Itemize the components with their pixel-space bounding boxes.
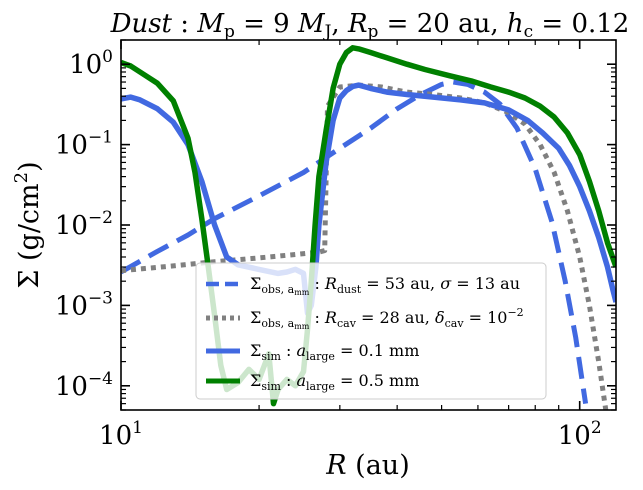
series-layer [121, 45, 616, 410]
y-tick-label: 10−1 [55, 128, 113, 161]
series-sim_01 [121, 82, 616, 316]
x-tick-label: 101 [99, 418, 143, 451]
chart-title: Dust : Mp = 9 MJ, Rp = 20 au, hc = 0.12 [110, 9, 630, 42]
tick-layer: 101 102 100 10−1 10−2 10−3 10−4 [55, 39, 616, 451]
legend-box [195, 262, 547, 400]
legend: Σobs, amm : Rdust = 53 au, σ = 13 au Σob… [195, 262, 547, 400]
x-tick-label: 102 [558, 418, 602, 451]
y-tick-label: 100 [69, 47, 113, 80]
series-obs_dust [121, 79, 589, 404]
y-tick-label: 10−3 [55, 288, 113, 321]
y-tick-label: 10−2 [55, 208, 113, 241]
y-tick-label: 10−4 [55, 369, 113, 402]
legend-label-obs-cav: Σobs, amm : Rcav = 28 au, δcav = 10−2 [250, 306, 524, 331]
y-axis-label: Σ (g/cm2) [11, 161, 45, 288]
legend-label-sim-01: Σsim : alarge = 0.1 mm [250, 341, 419, 363]
legend-label-obs-dust: Σobs, amm : Rdust = 53 au, σ = 13 au [250, 274, 520, 297]
legend-label-sim-05: Σsim : alarge = 0.5 mm [250, 371, 419, 393]
series-sim_05 [121, 45, 616, 407]
x-axis-label: R (au) [325, 450, 409, 481]
